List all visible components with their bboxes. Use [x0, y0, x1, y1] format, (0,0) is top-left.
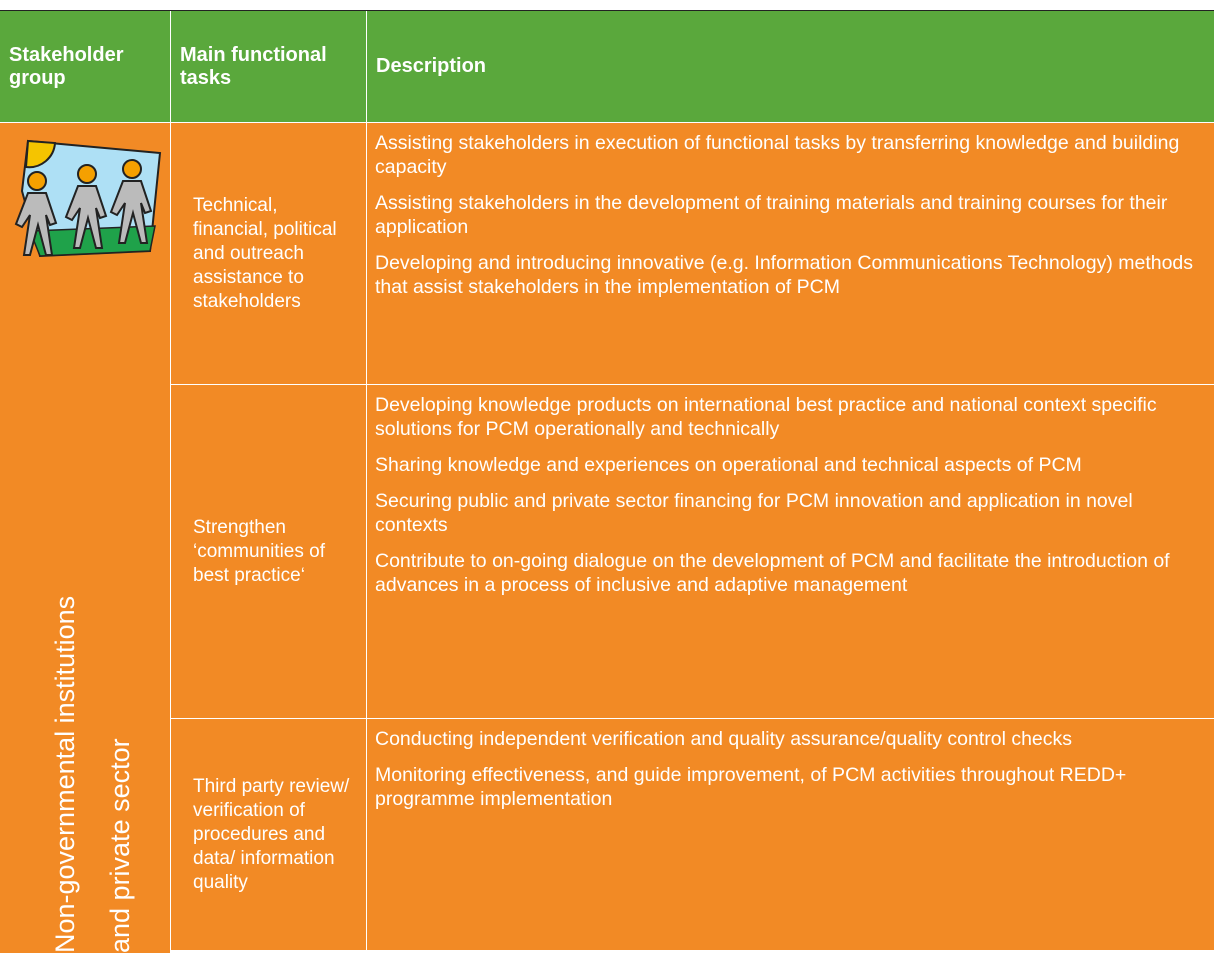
task-cell: Third party review/ verification of proc…	[171, 719, 366, 950]
description-cell: Developing knowledge products on interna…	[367, 385, 1214, 718]
task-cell: Strengthen ‘communities of best practice…	[171, 385, 366, 718]
header-cell: Main functional tasks	[171, 11, 366, 122]
group-cell: Non-governmental institutions and privat…	[0, 123, 170, 953]
description: Securing public and private sector finan…	[375, 490, 1133, 536]
header-cell: Stakeholder group	[0, 11, 170, 122]
group-label: Non-governmental institutions and privat…	[38, 503, 148, 953]
people-icon	[14, 139, 162, 258]
description: Contribute to on-going dialogue on the d…	[375, 550, 1170, 596]
table: Stakeholder group Main functional tasks …	[0, 10, 1214, 953]
description-cell: Conducting independent verification and …	[367, 719, 1214, 950]
description: Developing and introducing innovative (e…	[375, 252, 1194, 298]
header-cell: Description	[367, 11, 1214, 122]
task-cell: Technical, financial, political and outr…	[171, 123, 366, 384]
group-label-line: and private sector	[105, 738, 135, 953]
description: Sharing knowledge and experiences on ope…	[375, 454, 1082, 476]
description: Developing knowledge products on interna…	[375, 394, 1157, 440]
description: Monitoring effectiveness, and guide impr…	[375, 764, 1127, 810]
description: Assisting stakeholders in the developmen…	[375, 192, 1168, 238]
description: Conducting independent verification and …	[375, 728, 1073, 750]
description: Assisting stakeholders in execution of f…	[375, 132, 1180, 178]
description-cell: Assisting stakeholders in execution of f…	[367, 123, 1214, 384]
group-label-line: Non-governmental institutions	[50, 595, 80, 953]
